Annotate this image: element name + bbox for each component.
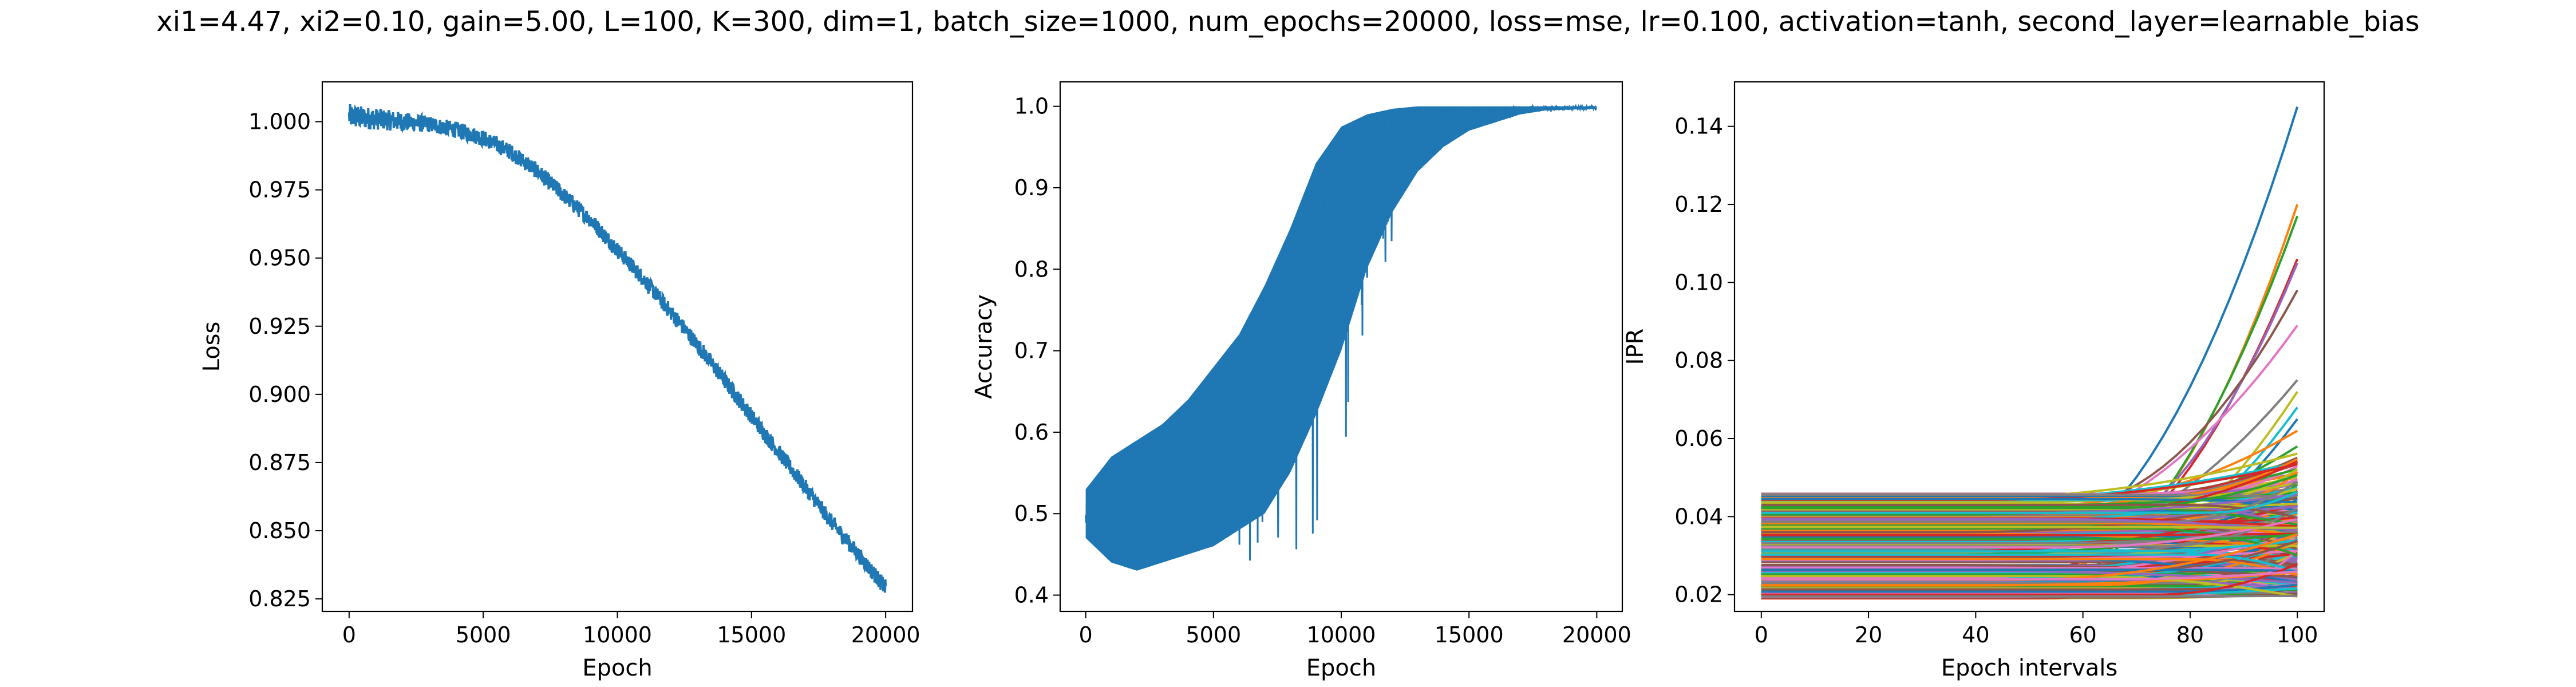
y-tick-label: 0.10 — [1674, 270, 1723, 295]
ipr-series-line — [1761, 566, 2298, 570]
ipr-series-line — [1761, 570, 2298, 581]
y-tick-label: 0.825 — [248, 586, 311, 611]
x-tick-label: 60 — [2069, 622, 2096, 647]
x-tick-label: 80 — [2176, 622, 2204, 647]
x-tick-label: 5000 — [456, 622, 511, 647]
x-tick-label: 0 — [342, 622, 356, 647]
y-tick-label: 0.850 — [248, 518, 311, 543]
ipr-series-line — [1761, 532, 2298, 536]
x-tick-label: 10000 — [1307, 622, 1376, 647]
ipr-series-line — [1761, 594, 2298, 598]
y-axis-label: Accuracy — [971, 294, 997, 399]
ipr-series-group — [1761, 106, 2299, 600]
y-tick-label: 0.12 — [1674, 192, 1723, 217]
y-tick-label: 1.000 — [248, 109, 311, 135]
y-tick-label: 0.7 — [1014, 338, 1049, 364]
ipr-series-line — [1761, 503, 2298, 519]
accuracy-panel: 0 5000 10000 15000 20000 0.4 0.5 0.6 0.7 0.8 0.9 1.… — [971, 81, 1631, 681]
y-tick-label: 0.8 — [1014, 256, 1049, 282]
x-tick-label: 20000 — [1562, 622, 1631, 647]
ipr-series-line — [1761, 586, 2298, 591]
ipr-series-line — [1761, 553, 2298, 573]
axes-frame — [321, 81, 914, 613]
x-axis-label: Epoch — [582, 655, 652, 681]
loss-series-line — [347, 104, 887, 593]
ipr-series-line — [1761, 575, 2298, 598]
accuracy-series-line — [1085, 103, 1598, 567]
y-tick-label: 0.950 — [248, 246, 311, 271]
ipr-series-line — [1761, 518, 2298, 549]
ipr-series-line — [1761, 571, 2298, 587]
x-tick-label: 0 — [1755, 622, 1768, 647]
x-tick-label: 15000 — [717, 622, 786, 647]
ipr-series-line — [1761, 503, 2298, 511]
ipr-series-line — [1761, 458, 2298, 499]
x-tick-label: 20000 — [851, 622, 920, 647]
y-tick-label: 0.02 — [1674, 582, 1723, 607]
y-axis-label: IPR — [1622, 329, 1649, 365]
y-tick-label: 0.975 — [248, 177, 311, 203]
ipr-series-line — [1761, 290, 2298, 508]
x-tick-label: 100 — [2277, 622, 2318, 647]
loss-panel: 0 5000 10000 15000 20000 0.825 0.850 0.875 0.900… — [199, 81, 920, 681]
ipr-panel: 0 20 40 60 80 100 0.02 0.04 0.06 0.08 0.10 0.12 0.14… — [1622, 81, 2325, 681]
x-axis-label: Epoch — [1306, 655, 1376, 681]
y-axis-label: Loss — [199, 322, 225, 372]
x-tick-label: 40 — [1962, 622, 1989, 647]
ipr-series-line — [1761, 564, 2298, 578]
ipr-series-line — [1761, 473, 2298, 510]
x-tick-label: 20 — [1855, 622, 1882, 647]
ipr-series-line — [1761, 568, 2298, 572]
y-tick-label: 0.9 — [1014, 175, 1049, 200]
ipr-series-line — [1761, 514, 2298, 519]
ipr-series-line — [1761, 539, 2298, 553]
ipr-series-line — [1761, 533, 2298, 540]
y-tick-label: 0.875 — [248, 450, 311, 475]
y-tick-label: 0.04 — [1674, 504, 1723, 529]
axes-frame — [1733, 81, 2325, 613]
ipr-series-line — [1761, 522, 2298, 537]
y-tick-label: 1.0 — [1014, 94, 1049, 119]
x-tick-label: 10000 — [583, 622, 652, 647]
ipr-series-line — [1761, 526, 2298, 529]
y-tick-label: 0.5 — [1014, 501, 1049, 526]
y-tick-label: 0.08 — [1674, 348, 1723, 373]
ipr-series-line — [1761, 567, 2298, 576]
x-tick-label: 15000 — [1435, 622, 1504, 647]
ipr-series-line — [1761, 518, 2298, 532]
x-axis-label: Epoch intervals — [1941, 655, 2118, 681]
y-tick-label: 0.14 — [1674, 114, 1723, 139]
ipr-series-line — [1761, 480, 2298, 523]
y-tick-label: 0.4 — [1014, 583, 1049, 608]
axes-frame — [1059, 81, 1623, 613]
y-tick-label: 0.6 — [1014, 420, 1049, 445]
x-tick-label: 5000 — [1186, 622, 1241, 647]
x-tick-label: 0 — [1079, 622, 1093, 647]
ipr-series-line — [1761, 563, 2298, 596]
ipr-series-line — [1761, 491, 2298, 514]
ipr-series-line — [1761, 527, 2298, 556]
figure-title: xi1=4.47, xi2=0.10, gain=5.00, L=100, K=… — [156, 6, 2420, 38]
y-tick-label: 0.900 — [248, 382, 311, 407]
y-tick-label: 0.06 — [1674, 426, 1723, 451]
y-tick-label: 0.925 — [248, 314, 311, 339]
